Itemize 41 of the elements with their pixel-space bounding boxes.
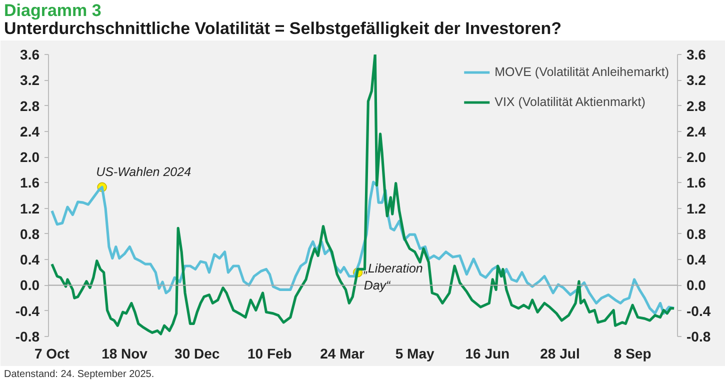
y2-tick-label: 2.4 (686, 123, 706, 140)
text: Datenstand: 24. September 2025. (4, 368, 154, 382)
y2-tick-label: 0.8 (686, 226, 706, 242)
y2-tick-label: 3.6 (686, 46, 706, 62)
line-series (50, 54, 676, 336)
x-tick-label: 24 Mar (320, 346, 365, 362)
y2-tick-label: 3.2 (686, 72, 706, 88)
y-tick-label: 0.0 (20, 277, 40, 294)
chart-subtitle: Unterdurchschnittliche Volatilität = Selbstgefälligkeit der Investoren? (4, 19, 562, 39)
x-tick-label: 18 Nov (102, 346, 148, 362)
y2-tick-label: 0.4 (686, 252, 706, 268)
x-tick-label: 5 May (395, 346, 435, 362)
annotation: US-Wahlen 2024 (96, 165, 192, 180)
y-tick-label: 0.4 (20, 252, 40, 268)
x-tick-label: 30 Dec (174, 346, 220, 362)
y-tick-label: 2.4 (20, 123, 40, 140)
x-tick-label: 7 Oct (34, 346, 70, 362)
x-tick-label: 10 Feb (248, 346, 292, 362)
y-tick-label: -0.8 (15, 328, 40, 344)
legend-label: VIX (Volatilität Aktienmarkt) (494, 95, 646, 109)
y2-tick-label: 1.6 (686, 174, 706, 191)
y2-tick-label: 1.2 (686, 200, 706, 216)
y-tick-label: 3.2 (20, 72, 40, 88)
chart-title: Diagramm 3 (4, 1, 102, 20)
y-tick-label: 0.8 (20, 226, 40, 242)
y2-tick-label: 2.0 (686, 149, 706, 166)
x-tick-label: 16 Jun (465, 346, 510, 362)
y2-tick-label: -0.8 (686, 328, 711, 344)
y-tick-label: 1.2 (20, 200, 40, 216)
y-tick-label: 2.0 (20, 149, 40, 166)
y2-tick-label: 2.8 (686, 98, 706, 114)
y2-tick-label: -0.4 (686, 302, 711, 319)
x-tick-label: 28 Jul (540, 346, 580, 362)
x-tick-label: 8 Sep (614, 346, 652, 362)
y-tick-label: 3.6 (20, 46, 40, 62)
legend-label: MOVE (Volatilität Anleihemarkt) (494, 65, 669, 79)
y-tick-label: -0.4 (15, 302, 40, 319)
annotation: „Liberation Day“ (362, 262, 423, 292)
y-tick-label: 1.6 (20, 174, 40, 191)
y2-tick-label: 0.0 (686, 277, 706, 294)
y-tick-label: 2.8 (20, 98, 40, 114)
